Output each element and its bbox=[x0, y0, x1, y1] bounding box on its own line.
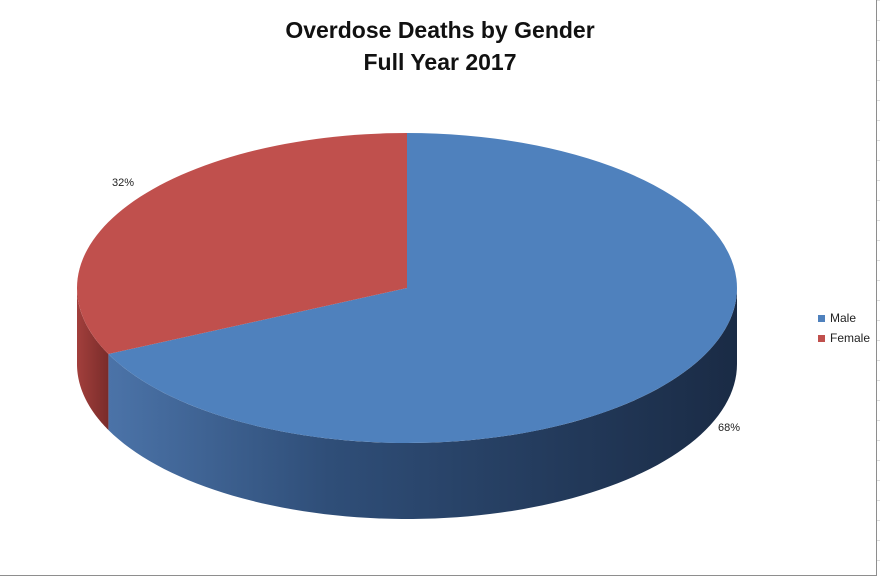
chart-title-line1: Overdose Deaths by Gender bbox=[285, 17, 595, 43]
pie-slice-female[interactable] bbox=[76, 133, 408, 354]
legend-swatch-male bbox=[818, 314, 825, 322]
chart-subtitle: Full Year 2017 bbox=[363, 49, 517, 75]
legend-item-female: Female bbox=[818, 328, 870, 348]
data-label-male: 68% bbox=[718, 422, 740, 434]
legend: Male Female bbox=[818, 308, 870, 348]
pie-side-male bbox=[108, 288, 737, 519]
pie-slice-male[interactable] bbox=[108, 133, 737, 443]
chart-title: Overdose Deaths by Gender Full Year 2017 bbox=[0, 14, 880, 78]
legend-label-female: Female bbox=[830, 331, 871, 345]
pie-side-female bbox=[77, 288, 109, 430]
legend-item-male: Male bbox=[818, 308, 870, 328]
legend-label-male: Male bbox=[830, 311, 857, 325]
legend-swatch-female bbox=[818, 334, 825, 342]
data-label-female: 32% bbox=[112, 177, 134, 189]
